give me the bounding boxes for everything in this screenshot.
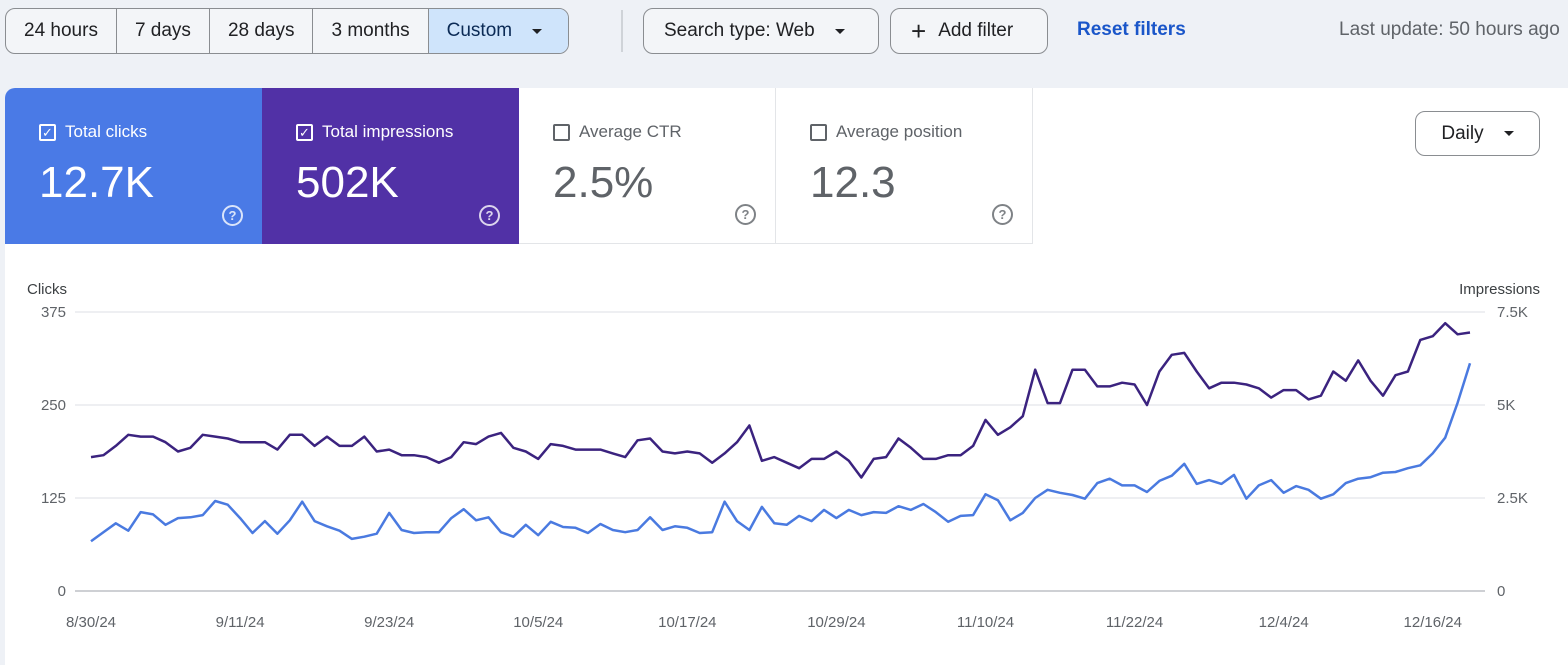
x-tick-label: 10/5/24 [513,614,563,631]
x-tick-label: 11/10/24 [957,614,1014,631]
search-type-label: Search type: Web [664,20,815,41]
left-tick-label: 250 [41,397,66,414]
custom-label: Custom [446,20,513,41]
x-tick-label: 10/17/24 [658,614,716,631]
range-7-days-button[interactable]: 7 days [117,9,210,53]
metric-average-ctr[interactable]: Average CTR 2.5% ? [519,88,776,244]
add-filter-button[interactable]: + Add filter [890,8,1048,54]
clicks-line [90,362,1472,543]
search-type-dropdown[interactable]: Search type: Web [643,8,879,54]
help-icon[interactable]: ? [735,204,756,225]
right-tick-label: 5K [1497,397,1515,414]
checkbox-checked-icon[interactable]: ✓ [296,123,313,141]
x-tick-label: 12/16/24 [1404,614,1462,631]
add-filter-label: Add filter [938,20,1014,41]
help-icon[interactable]: ? [992,204,1013,225]
x-tick-label: 12/4/24 [1259,614,1309,631]
metric-label: Total impressions [322,122,454,141]
metric-value: 12.7K [39,158,154,207]
reset-filters-link[interactable]: Reset filters [1077,19,1186,40]
range-28-days-button[interactable]: 28 days [210,9,314,53]
checkbox-unchecked-icon[interactable] [810,123,827,141]
range-24-hours-button[interactable]: 24 hours [6,9,117,53]
metric-label: Average position [836,122,963,141]
help-icon[interactable]: ? [479,205,500,226]
caret-down-icon [834,28,845,34]
right-tick-label: 2.5K [1497,490,1528,507]
range-3-months-button[interactable]: 3 months [313,9,429,53]
metric-label: Average CTR [579,122,682,141]
impressions-line [90,321,1471,479]
left-tick-label: 125 [41,490,66,507]
right-tick-label: 0 [1497,583,1505,600]
x-tick-label: 10/29/24 [807,614,865,631]
help-icon[interactable]: ? [222,205,243,226]
range-custom-button[interactable]: Custom [428,9,569,53]
checkbox-checked-icon[interactable]: ✓ [39,123,56,141]
metric-label: Total clicks [65,122,148,141]
x-tick-label: 9/23/24 [364,614,414,631]
granularity-label: Daily [1441,122,1484,144]
x-tick-label: 11/22/24 [1106,614,1163,631]
metric-value: 12.3 [810,158,896,207]
caret-down-icon [532,28,543,34]
left-tick-label: 0 [58,583,66,600]
last-update-text: Last update: 50 hours ago [1339,19,1560,40]
metric-value: 2.5% [553,158,654,207]
metric-value: 502K [296,158,399,207]
metric-total-clicks[interactable]: ✓ Total clicks 12.7K ? [5,88,262,244]
left-axis-title: Clicks [27,281,67,298]
granularity-dropdown[interactable]: Daily [1415,111,1540,156]
right-tick-label: 7.5K [1497,304,1528,321]
plus-icon: + [911,16,927,46]
x-tick-label: 9/11/24 [216,614,265,631]
right-axis-title: Impressions [1459,281,1540,298]
date-range-selector: 24 hours 7 days 28 days 3 months Custom [5,8,570,54]
checkbox-unchecked-icon[interactable] [553,123,570,141]
caret-down-icon [1503,131,1514,136]
metric-average-position[interactable]: Average position 12.3 ? [776,88,1033,244]
metric-total-impressions[interactable]: ✓ Total impressions 502K ? [262,88,519,244]
divider [621,10,623,52]
x-tick-label: 8/30/24 [66,614,116,631]
left-tick-label: 375 [41,304,66,321]
